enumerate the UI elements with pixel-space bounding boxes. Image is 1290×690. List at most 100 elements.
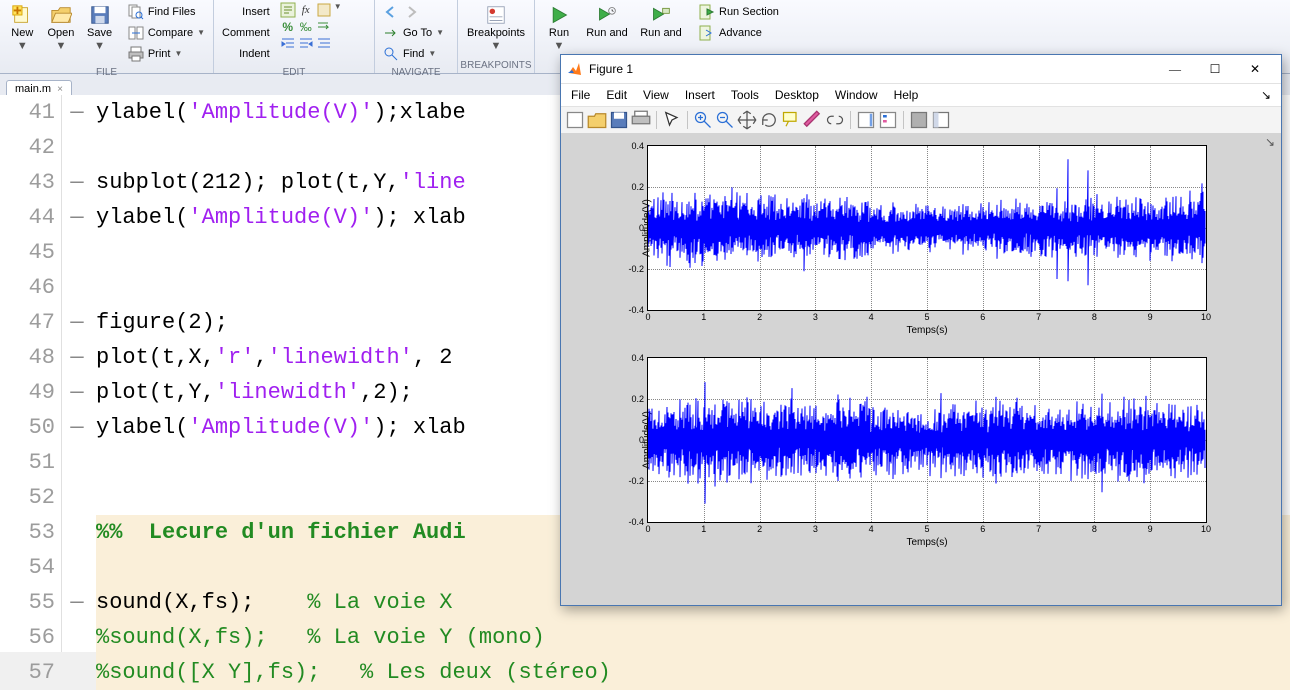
run-and-advance-button[interactable]: Run and	[581, 2, 633, 39]
axes[interactable]: -0.4-0.200.20.4012345678910Amplitude(V)T…	[647, 357, 1207, 523]
toolbar-separator	[656, 111, 657, 129]
minimize-button[interactable]: —	[1155, 57, 1195, 81]
figure-menu-view[interactable]: View	[643, 88, 669, 102]
run-time-icon	[650, 4, 672, 26]
figure-menu-window[interactable]: Window	[835, 88, 878, 102]
breakpoints-label: Breakpoints	[467, 27, 525, 39]
open-figure-icon[interactable]	[587, 110, 607, 130]
legend-icon[interactable]	[878, 110, 898, 130]
ts-group-edit: Insert Comment Indent fx ▼ % ‰	[214, 0, 375, 73]
figure-window[interactable]: Figure 1 — ☐ ✕ File Edit View Insert Tools De…	[560, 54, 1282, 606]
save-button[interactable]: Save▼	[81, 2, 118, 52]
print-icon	[128, 46, 144, 62]
chevron-down-icon: ▼	[55, 40, 66, 52]
advance-label: Advance	[719, 25, 762, 41]
figure-toolbar	[561, 107, 1281, 134]
indent-button[interactable]: Indent	[235, 44, 274, 64]
figure-menu-desktop[interactable]: Desktop	[775, 88, 819, 102]
run-section-button[interactable]: Run Section	[695, 2, 783, 22]
chevron-down-icon: ▼	[554, 40, 565, 52]
insert-button[interactable]: Insert	[238, 2, 274, 22]
forward-icon	[403, 4, 419, 20]
nav-arrows[interactable]	[379, 2, 453, 22]
brush-icon[interactable]	[803, 110, 823, 130]
print-label: Print	[148, 46, 171, 62]
close-icon[interactable]: ×	[57, 84, 63, 95]
open-button[interactable]: Open▼	[43, 2, 80, 52]
new-button[interactable]: New▼	[4, 2, 41, 52]
figure-title: Figure 1	[589, 62, 1155, 76]
run-and-time-button[interactable]: Run and	[635, 2, 687, 39]
indent-right-icon[interactable]	[280, 36, 296, 52]
find-files-button[interactable]: Find Files	[124, 2, 209, 22]
maximize-button[interactable]: ☐	[1195, 57, 1235, 81]
run-icon	[548, 4, 570, 26]
figure-canvas: ↘ -0.4-0.200.20.4012345678910Amplitude(V…	[561, 133, 1281, 605]
chevron-down-icon[interactable]: ▼	[334, 2, 342, 18]
editor-gutter: 41 42 43 44 45 46 47 48 49 50 51 52 53 5…	[0, 95, 62, 652]
compare-icon	[128, 25, 144, 41]
toolbar-separator	[850, 111, 851, 129]
insert-label: Insert	[242, 4, 270, 20]
smart-indent-icon[interactable]	[316, 36, 332, 52]
chevron-down-icon: ▼	[428, 46, 436, 62]
goto-label: Go To	[403, 25, 432, 41]
indent-left-icon[interactable]	[298, 36, 314, 52]
goto-button[interactable]: Go To ▼	[379, 23, 453, 43]
zoom-out-icon[interactable]	[715, 110, 735, 130]
figure-titlebar[interactable]: Figure 1 — ☐ ✕	[561, 55, 1281, 84]
insert-var-icon[interactable]	[316, 2, 332, 18]
run-advance-icon	[596, 4, 618, 26]
compare-button[interactable]: Compare ▼	[124, 23, 209, 43]
ts-group-file: New▼ Open▼ Save▼ Find Files Compare ▼ Pr…	[0, 0, 214, 73]
figure-menu-edit[interactable]: Edit	[606, 88, 627, 102]
save-icon	[89, 4, 111, 26]
advance-button[interactable]: Advance	[695, 23, 783, 43]
link-icon[interactable]	[825, 110, 845, 130]
find-label: Find	[403, 46, 424, 62]
comment-pct-icon[interactable]: %	[280, 19, 296, 35]
advance-icon	[699, 25, 715, 41]
figure-menu-tools[interactable]: Tools	[731, 88, 759, 102]
datatip-icon[interactable]	[781, 110, 801, 130]
figure-menu-help[interactable]: Help	[894, 88, 919, 102]
close-button[interactable]: ✕	[1235, 57, 1275, 81]
comment-button[interactable]: Comment	[218, 23, 274, 43]
compare-label: Compare	[148, 25, 193, 41]
zoom-in-icon[interactable]	[693, 110, 713, 130]
find-button[interactable]: Find ▼	[379, 44, 453, 64]
dock-icon[interactable]: ↘	[1265, 135, 1275, 149]
chevron-down-icon: ▼	[94, 40, 105, 52]
chevron-down-icon: ▼	[491, 40, 502, 52]
goto-icon	[383, 25, 399, 41]
insert-fx-icon[interactable]: fx	[298, 2, 314, 18]
new-label: New	[11, 27, 33, 39]
show-tools-icon[interactable]	[931, 110, 951, 130]
save-figure-icon[interactable]	[609, 110, 629, 130]
print-button[interactable]: Print ▼	[124, 44, 209, 64]
axes[interactable]: -0.4-0.200.20.4012345678910Amplitude(V)T…	[647, 145, 1207, 311]
menubar-dock-icon[interactable]: ↘	[1261, 88, 1271, 102]
rotate-icon[interactable]	[759, 110, 779, 130]
chevron-down-icon: ▼	[17, 40, 28, 52]
pan-icon[interactable]	[737, 110, 757, 130]
insert-section-icon[interactable]	[280, 2, 296, 18]
ts-label-navigate: NAVIGATE	[375, 66, 457, 80]
ts-label-breakpoints: BREAKPOINTS	[458, 59, 534, 73]
new-figure-icon[interactable]	[565, 110, 585, 130]
uncomment-icon[interactable]: ‰	[298, 19, 314, 35]
indent-label: Indent	[239, 46, 270, 62]
breakpoints-button[interactable]: Breakpoints▼	[464, 2, 528, 52]
run-and2-label: Run and	[640, 27, 682, 39]
run-button[interactable]: Run▼	[539, 2, 579, 52]
print-figure-icon[interactable]	[631, 110, 651, 130]
matlab-icon	[567, 61, 583, 77]
save-label: Save	[87, 27, 112, 39]
ts-label-edit: EDIT	[214, 66, 374, 80]
figure-menu-file[interactable]: File	[571, 88, 590, 102]
figure-menu-insert[interactable]: Insert	[685, 88, 715, 102]
wrap-comment-icon[interactable]	[316, 19, 332, 35]
pointer-icon[interactable]	[662, 110, 682, 130]
hide-tools-icon[interactable]	[909, 110, 929, 130]
colorbar-icon[interactable]	[856, 110, 876, 130]
